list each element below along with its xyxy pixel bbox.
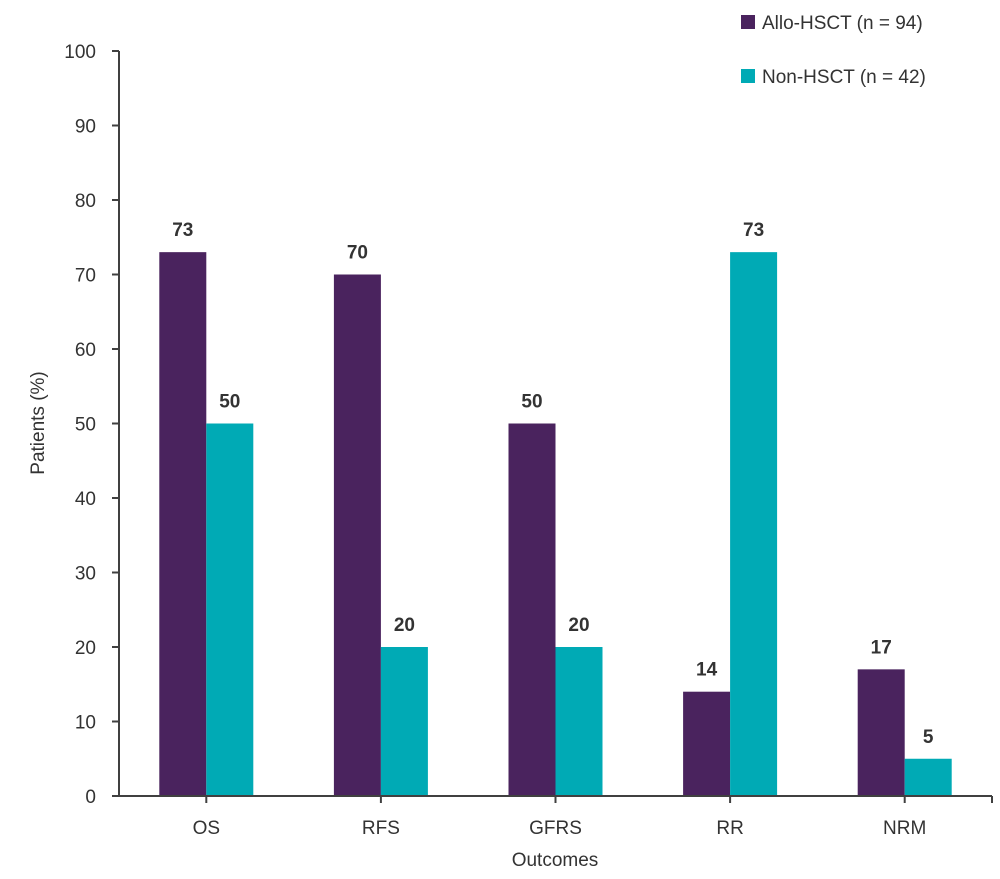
legend-label-allo-hsct: Allo-HSCT (n = 94) <box>762 13 923 34</box>
y-axis-title: Patients (%) <box>28 371 49 474</box>
bar-non-hsct-nrm <box>904 758 952 796</box>
legend-label-non-hsct: Non-HSCT (n = 42) <box>762 67 926 88</box>
y-tick-label: 50 <box>75 415 96 436</box>
bar-non-hsct-rfs <box>380 647 428 796</box>
y-tick-label: 100 <box>64 42 96 63</box>
data-labels-layer: 73 50 70 20 50 20 14 73 17 5 <box>172 220 934 748</box>
y-tick-label: 90 <box>75 117 96 138</box>
legend-swatch-non-hsct <box>741 69 755 83</box>
legend: Allo-HSCT (n = 94) Non-HSCT (n = 42) <box>741 13 926 88</box>
y-tick-label: 40 <box>75 489 96 510</box>
bar-allo-hsct-rr <box>683 691 731 796</box>
x-tick-label-gfrs: GFRS <box>529 818 582 839</box>
x-axis: OS RFS GFRS RR NRM <box>112 795 993 839</box>
data-label-non-hsct-rr: 73 <box>743 220 764 241</box>
y-tick-label: 30 <box>75 564 96 585</box>
y-tick-label: 0 <box>85 787 96 808</box>
data-label-allo-hsct-rfs: 70 <box>347 243 368 264</box>
y-tick-label: 80 <box>75 191 96 212</box>
x-tick-label-rr: RR <box>716 818 743 839</box>
data-label-non-hsct-rfs: 20 <box>394 615 415 636</box>
bar-allo-hsct-nrm <box>857 669 905 796</box>
bar-allo-hsct-os <box>159 252 207 796</box>
y-tick-label: 60 <box>75 340 96 361</box>
x-tick-label-rfs: RFS <box>362 818 400 839</box>
data-label-allo-hsct-rr: 14 <box>696 660 718 681</box>
bar-non-hsct-rr <box>730 252 778 796</box>
y-tick-label: 10 <box>75 713 96 734</box>
y-tick-label: 20 <box>75 638 96 659</box>
legend-swatch-allo-hsct <box>741 15 755 29</box>
bar-non-hsct-gfrs <box>555 647 603 796</box>
data-label-non-hsct-gfrs: 20 <box>568 615 589 636</box>
x-axis-title: Outcomes <box>512 850 599 871</box>
data-label-allo-hsct-gfrs: 50 <box>521 392 542 413</box>
x-tick-label-nrm: NRM <box>883 818 926 839</box>
bars-layer <box>159 252 952 796</box>
y-axis: 0 10 20 30 40 50 60 70 80 90 100 <box>64 42 120 808</box>
y-tick-label: 70 <box>75 266 96 287</box>
data-label-non-hsct-nrm: 5 <box>923 727 934 748</box>
data-label-allo-hsct-os: 73 <box>172 220 193 241</box>
data-label-non-hsct-os: 50 <box>219 392 240 413</box>
bar-non-hsct-os <box>206 423 254 796</box>
bar-allo-hsct-gfrs <box>508 423 556 796</box>
data-label-allo-hsct-nrm: 17 <box>871 637 892 658</box>
x-tick-label-os: OS <box>193 818 220 839</box>
bar-allo-hsct-rfs <box>333 274 381 796</box>
